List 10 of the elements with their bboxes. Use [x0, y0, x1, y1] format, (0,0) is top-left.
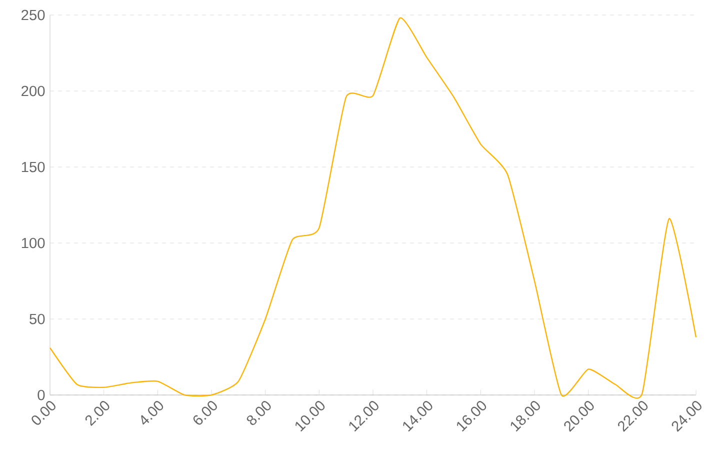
y-tick-label: 200	[22, 86, 45, 96]
x-tick-label: 6.00	[193, 401, 217, 425]
x-tick-label: 4.00	[141, 401, 164, 425]
y-tick-label: 0	[38, 390, 45, 400]
y-tick-label: 250	[22, 10, 45, 20]
y-tick-label: 100	[22, 238, 45, 248]
y-tick-label: 150	[22, 162, 45, 172]
y-tick-label: 50	[30, 314, 45, 324]
x-tick-label: 8.00	[246, 401, 271, 426]
x-tick-label: 0.00	[32, 401, 56, 425]
